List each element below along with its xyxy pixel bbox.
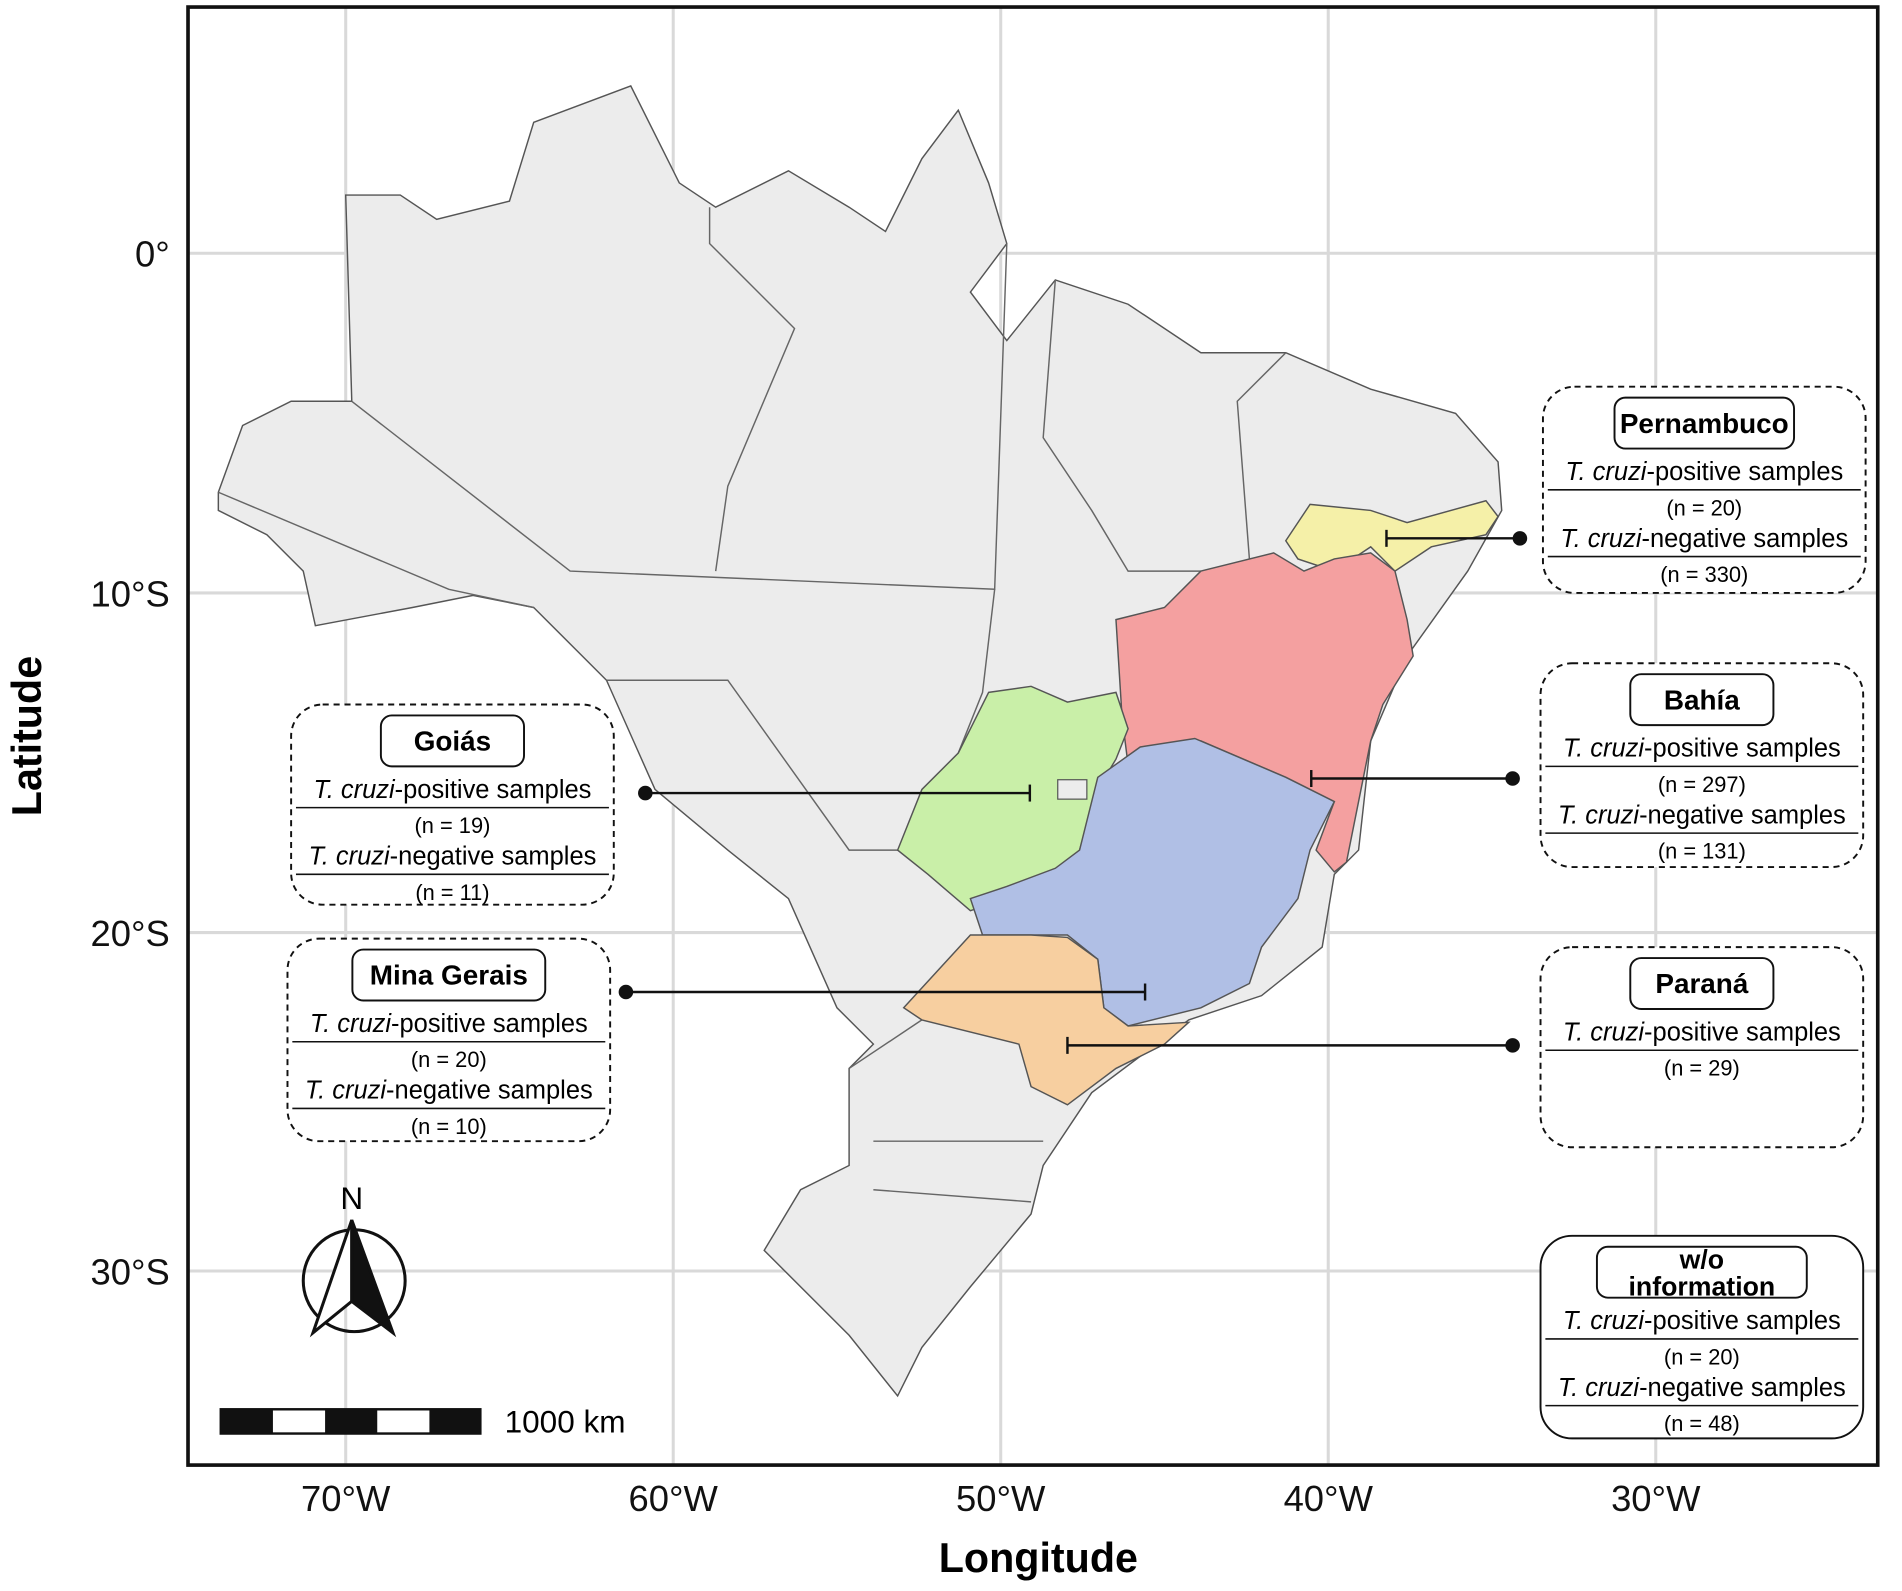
title-box [1629, 673, 1775, 727]
box-title: Goiás [414, 726, 491, 757]
species-name: T. cruzi [1560, 525, 1642, 553]
sample-type: -positive samples [1644, 735, 1841, 763]
y-axis-title: Latitude [4, 656, 50, 816]
box-title: Paraná [1655, 968, 1748, 999]
sample-count: (n = 131) [1658, 839, 1746, 864]
sample-label: T. cruzi-negative samples [1560, 525, 1848, 553]
x-axis-title: Longitude [939, 1535, 1138, 1581]
sample-type: -positive samples [395, 776, 592, 804]
sample-type: -negative samples [390, 843, 597, 871]
state-borders [218, 207, 1287, 1203]
y-tick-label: 10°S [91, 573, 170, 614]
leader-lines [625, 529, 1520, 1054]
sample-count: (n = 20) [1666, 495, 1742, 520]
box-title: Bahía [1664, 684, 1740, 715]
sample-count: (n = 330) [1660, 562, 1748, 587]
sample-type: -positive samples [1644, 1307, 1841, 1335]
map-frame [186, 5, 1880, 1467]
species-name: T. cruzi [1558, 801, 1640, 829]
x-tick-label: 30°W [1611, 1478, 1701, 1519]
species-name: T. cruzi [1563, 735, 1645, 763]
species-name: T. cruzi [309, 843, 391, 871]
sample-type: -positive samples [391, 1010, 588, 1038]
sample-label: T. cruzi-positive samples [1563, 1019, 1841, 1047]
title-box [379, 714, 525, 768]
sample-type: -negative samples [1642, 525, 1849, 553]
sample-label: T. cruzi-positive samples [310, 1010, 588, 1038]
x-tick-label: 40°W [1284, 1478, 1374, 1519]
bahia-region [1115, 552, 1414, 873]
sample-type: -negative samples [386, 1077, 593, 1105]
sample-type: -positive samples [1646, 458, 1843, 486]
sample-label: T. cruzi-positive samples [1563, 1307, 1841, 1335]
x-tick-label: 50°W [956, 1478, 1046, 1519]
sample-count: (n = 10) [411, 1114, 487, 1139]
x-tick-label: 60°W [629, 1478, 719, 1519]
box-title: Pernambuco [1620, 408, 1789, 439]
info-box [1539, 946, 1865, 1149]
species-name: T. cruzi [1565, 458, 1647, 486]
scale-bar: 1000 km [219, 1403, 626, 1439]
y-tick-label: 30°S [91, 1251, 170, 1292]
pernambuco-region [1284, 499, 1499, 573]
title-box [351, 948, 547, 1002]
info-box [1539, 662, 1865, 869]
scale-label: 1000 km [505, 1403, 626, 1439]
sample-label: T. cruzi-negative samples [305, 1077, 593, 1105]
title-box [1613, 396, 1796, 450]
title-box [1595, 1245, 1808, 1299]
sample-label: T. cruzi-positive samples [1565, 458, 1843, 486]
sample-count: (n = 11) [415, 880, 489, 905]
sample-type: -positive samples [1644, 1019, 1841, 1047]
species-name: T. cruzi [310, 1010, 392, 1038]
species-name: T. cruzi [1563, 1019, 1645, 1047]
sample-count: (n = 20) [1664, 1344, 1740, 1369]
north-label: N [340, 1180, 363, 1216]
species-name: T. cruzi [1563, 1307, 1645, 1335]
species-name: T. cruzi [305, 1077, 387, 1105]
sample-label: T. cruzi-negative samples [1558, 801, 1846, 829]
species-name: T. cruzi [1558, 1374, 1640, 1402]
sample-count: (n = 20) [411, 1047, 487, 1072]
info-box [290, 703, 615, 906]
y-tick-label: 0° [135, 234, 170, 275]
sample-count: (n = 19) [415, 813, 491, 838]
federal-district [1057, 779, 1088, 800]
leader-dots [618, 531, 1528, 1053]
sample-label: T. cruzi-negative samples [309, 843, 597, 871]
sample-count: (n = 48) [1664, 1411, 1740, 1436]
sample-count: (n = 297) [1658, 772, 1746, 797]
species-name: T. cruzi [313, 776, 395, 804]
box-title: Mina Gerais [370, 960, 528, 991]
sample-label: T. cruzi-negative samples [1558, 1374, 1846, 1402]
sample-type: -negative samples [1639, 801, 1846, 829]
north-arrow: N [301, 1180, 407, 1338]
y-tick-label: 20°S [91, 913, 170, 954]
sample-type: -negative samples [1639, 1374, 1846, 1402]
box-title: w/o information [1629, 1245, 1776, 1302]
sample-count: (n = 29) [1664, 1056, 1740, 1081]
brazil-outline [217, 84, 1503, 1398]
sample-label: T. cruzi-positive samples [313, 776, 591, 804]
x-tick-label: 70°W [301, 1478, 391, 1519]
title-box [1629, 957, 1775, 1010]
sample-label: T. cruzi-positive samples [1563, 735, 1841, 763]
